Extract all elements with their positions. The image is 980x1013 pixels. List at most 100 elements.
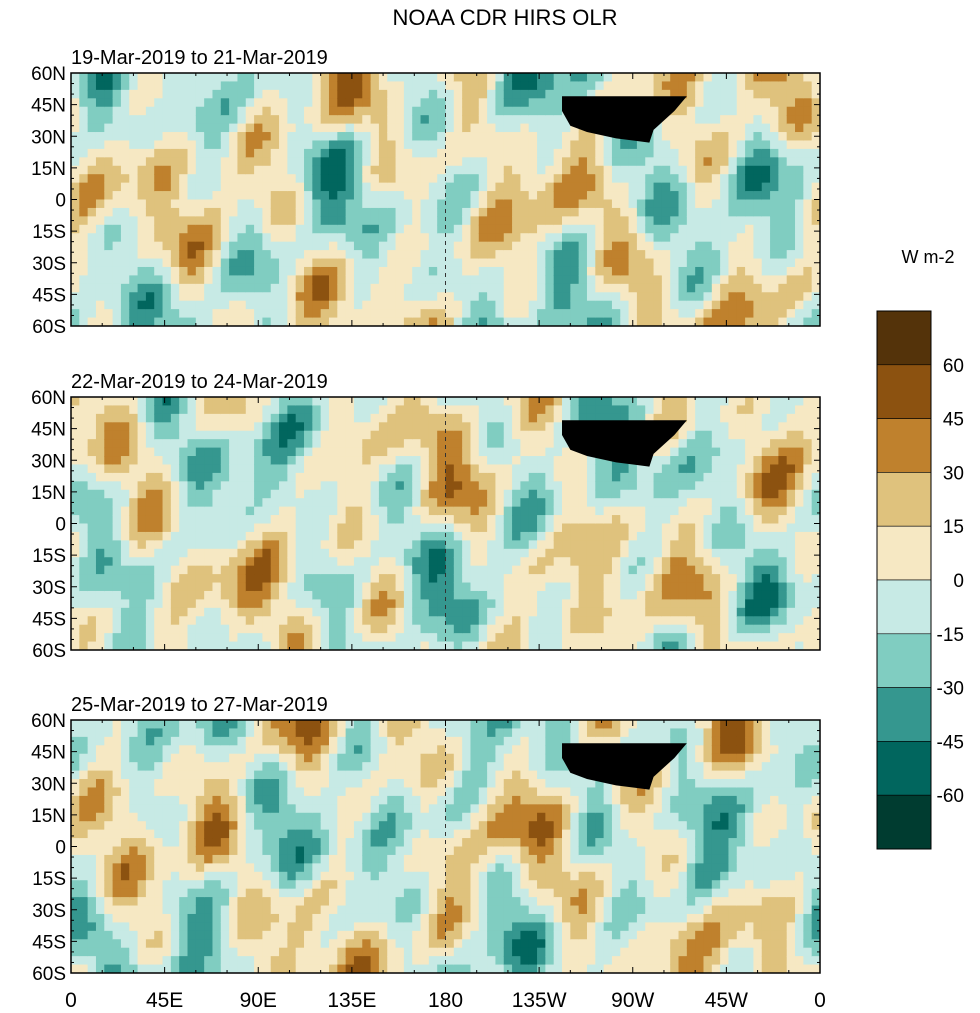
field-cell <box>104 397 114 407</box>
field-cell <box>512 81 521 91</box>
field-cell <box>420 258 430 268</box>
field-cell <box>453 616 463 626</box>
field-cell <box>71 73 80 83</box>
field-cell <box>495 165 505 175</box>
field-cell <box>345 472 355 482</box>
field-cell <box>162 616 172 626</box>
field-cell <box>395 266 405 276</box>
field-cell <box>462 607 472 617</box>
field-cell <box>520 506 530 516</box>
field-cell <box>370 216 380 226</box>
field-cell <box>120 89 130 99</box>
field-cell <box>428 641 438 650</box>
field-cell <box>537 397 546 407</box>
field-cell <box>195 523 205 533</box>
field-cell <box>229 506 239 516</box>
field-cell <box>104 207 114 217</box>
field-cell <box>503 582 513 592</box>
field-cell <box>420 489 430 499</box>
field-cell <box>79 123 89 133</box>
field-cell <box>387 607 397 617</box>
field-cell <box>661 481 671 491</box>
field-cell <box>220 582 230 592</box>
field-cell <box>512 607 521 617</box>
field-cell <box>512 557 521 567</box>
field-cell <box>445 199 455 209</box>
field-cell <box>512 157 521 167</box>
field-cell <box>586 616 596 626</box>
field-cell <box>753 89 763 99</box>
field-cell <box>362 616 372 626</box>
field-cell <box>154 447 164 457</box>
field-cell <box>678 275 688 285</box>
field-cell <box>353 165 363 175</box>
field-cell <box>553 540 563 550</box>
field-cell <box>312 472 322 482</box>
field-cell <box>512 258 521 268</box>
field-cell <box>586 413 596 423</box>
field-cell <box>678 98 688 108</box>
field-cell <box>562 224 571 234</box>
field-cell <box>279 540 288 550</box>
field-cell <box>611 515 621 525</box>
field-cell <box>104 574 114 584</box>
field-cell <box>129 439 139 449</box>
field-cell <box>736 73 746 83</box>
field-cell <box>695 165 705 175</box>
field-cell <box>387 540 397 550</box>
field-cell <box>553 266 563 276</box>
field-cell <box>570 317 580 326</box>
field-cell <box>545 599 555 609</box>
field-cell <box>470 599 480 609</box>
field-cell <box>487 165 497 175</box>
field-cell <box>137 548 147 558</box>
field-cell <box>437 98 447 108</box>
field-cell <box>345 447 355 457</box>
field-cell <box>237 300 247 310</box>
field-cell <box>279 266 288 276</box>
field-cell <box>603 216 613 226</box>
field-cell <box>512 191 521 201</box>
field-cell <box>428 540 438 550</box>
field-cell <box>71 590 80 600</box>
field-cell <box>620 481 630 491</box>
field-cell <box>428 199 438 209</box>
field-cell <box>245 464 255 474</box>
field-cell <box>120 397 130 407</box>
field-cell <box>262 191 272 201</box>
field-cell <box>279 292 288 302</box>
field-cell <box>220 182 230 192</box>
field-cell <box>295 199 305 209</box>
field-cell <box>295 292 305 302</box>
field-cell <box>279 439 288 449</box>
field-cell <box>204 633 214 643</box>
field-cell <box>71 599 80 609</box>
field-cell <box>112 481 122 491</box>
field-cell <box>495 191 505 201</box>
field-cell <box>745 309 755 319</box>
field-cell <box>304 148 313 158</box>
field-cell <box>512 123 521 133</box>
field-cell <box>154 582 164 592</box>
field-cell <box>545 616 555 626</box>
field-cell <box>520 275 530 285</box>
field-cell <box>312 106 322 116</box>
field-cell <box>653 548 663 558</box>
field-cell <box>453 73 463 83</box>
field-cell <box>95 624 105 634</box>
field-cell <box>95 523 105 533</box>
field-cell <box>445 531 455 541</box>
field-cell <box>670 515 680 525</box>
field-cell <box>345 300 355 310</box>
field-cell <box>295 515 305 525</box>
field-cell <box>412 582 422 592</box>
field-cell <box>71 447 80 457</box>
field-cell <box>304 98 313 108</box>
field-cell <box>212 73 222 83</box>
field-cell <box>129 481 139 491</box>
field-cell <box>195 216 205 226</box>
field-cell <box>312 275 322 285</box>
field-cell <box>237 624 247 634</box>
field-cell <box>87 148 97 158</box>
field-cell <box>154 174 164 184</box>
